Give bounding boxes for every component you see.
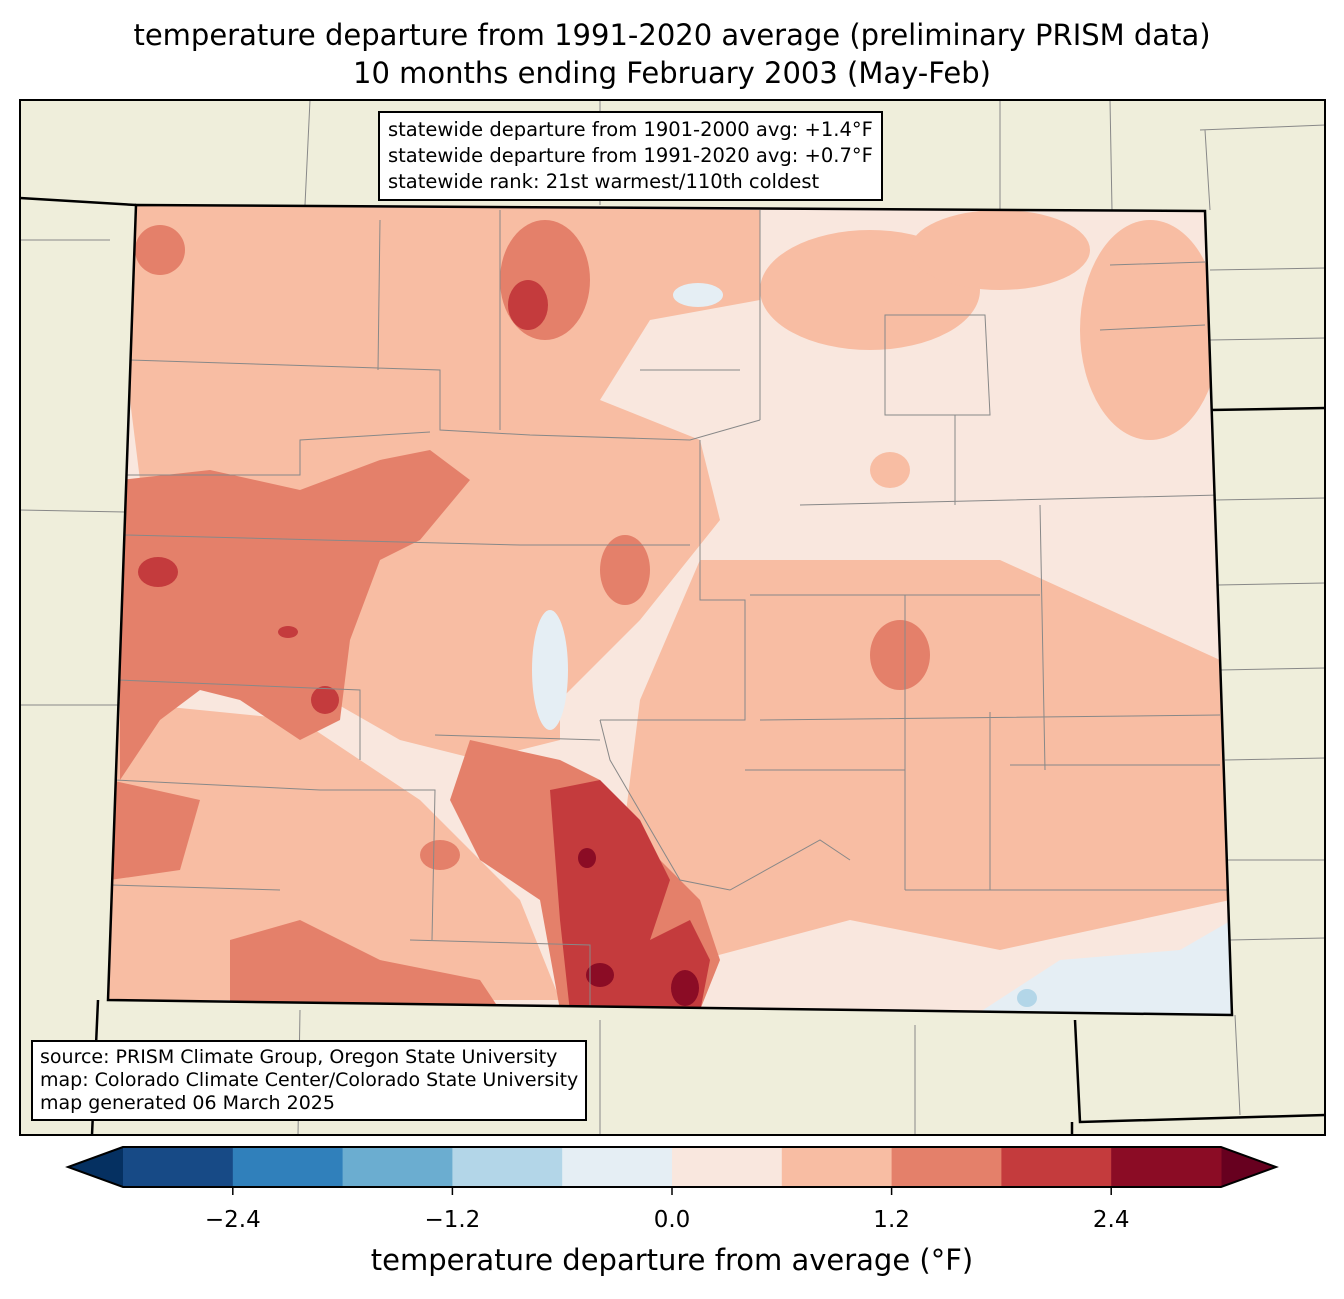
colorbar-under-extend <box>68 1147 123 1187</box>
colorbar <box>65 1146 1279 1195</box>
colorbar-over-extend <box>1221 1147 1276 1187</box>
source-box: source: PRISM Climate Group, Oregon Stat… <box>31 1040 588 1121</box>
colorbar-segment <box>891 1147 1002 1187</box>
colorbar-label: temperature departure from average (°F) <box>370 1243 974 1277</box>
stat-departure-1991-2020: statewide departure from 1991-2020 avg: … <box>388 144 873 167</box>
map-subtitle: 10 months ending February 2003 (May-Feb) <box>353 56 991 90</box>
stat-departure-1901-2000: statewide departure from 1901-2000 avg: … <box>388 118 873 141</box>
colorbar-tick-label: 0.0 <box>653 1207 691 1233</box>
colorbar-segment <box>672 1147 783 1187</box>
colorbar-segment <box>1111 1147 1222 1187</box>
colorbar-segment <box>781 1147 893 1187</box>
colorbar-tick-label: −1.2 <box>424 1207 481 1233</box>
colorbar-tick-label: −2.4 <box>204 1207 261 1233</box>
colorbar-segment <box>342 1147 453 1187</box>
map-title: temperature departure from 1991-2020 ave… <box>133 18 1211 52</box>
colorbar-segment <box>1001 1147 1112 1187</box>
source-line: source: PRISM Climate Group, Oregon Stat… <box>40 1046 558 1068</box>
temperature-field <box>108 205 1232 1015</box>
colorbar-segment <box>123 1147 234 1187</box>
neighbor-state-borders <box>19 196 1326 1136</box>
colorbar-outline <box>65 1146 1279 1188</box>
stat-rank: statewide rank: 21st warmest/110th colde… <box>388 170 820 193</box>
colorbar-segment <box>562 1147 673 1187</box>
colorbar-tick-label: 1.2 <box>873 1207 910 1233</box>
statewide-stats-box: statewide departure from 1901-2000 avg: … <box>378 111 883 201</box>
colorado-border <box>106 203 1234 1017</box>
colorbar-segment <box>232 1147 344 1187</box>
generated-date-line: map generated 06 March 2025 <box>40 1092 335 1114</box>
colorbar-segment <box>452 1147 563 1187</box>
map-credit-line: map: Colorado Climate Center/Colorado St… <box>40 1069 579 1091</box>
map-frame <box>19 99 1326 1136</box>
colorbar-tick-label: 2.4 <box>1092 1207 1130 1233</box>
